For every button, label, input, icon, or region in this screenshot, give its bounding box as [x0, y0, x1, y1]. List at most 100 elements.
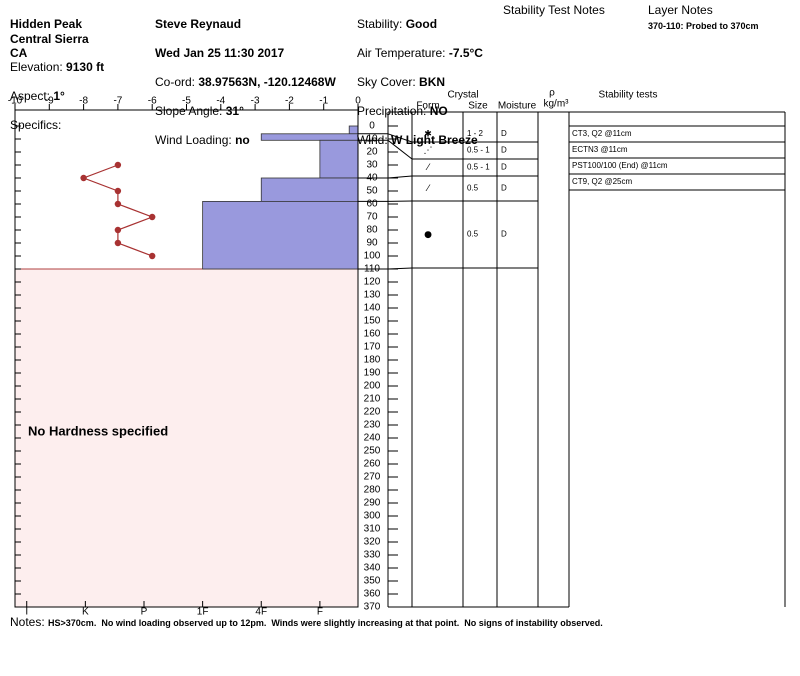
depth-label: 60 [366, 199, 378, 210]
stability-test: PST100/100 (End) @11cm [572, 161, 668, 170]
temperature-point [114, 187, 122, 195]
value: BKN [419, 75, 446, 90]
observer: Steve Reynaud [155, 17, 242, 32]
depth-label: 300 [364, 511, 381, 522]
temperature-point [114, 200, 122, 208]
label: Elevation: [10, 60, 63, 75]
depth-label: 140 [364, 303, 381, 314]
x-tick-label: -3 [251, 96, 260, 107]
depth-label: 350 [364, 576, 381, 587]
hardness-label: F [317, 607, 323, 618]
x-tick-label: -8 [79, 96, 88, 107]
depth-label: 90 [366, 238, 378, 249]
temperature-point [80, 174, 87, 182]
depth-label: 160 [364, 329, 381, 340]
grain-size: 0.5 - 1 [467, 146, 490, 155]
x-tick-label: -2 [285, 96, 294, 107]
stability-test-notes: Stability Test Notes [503, 3, 605, 17]
label: Stability: [357, 17, 403, 32]
layer-connector [387, 175, 413, 179]
range: Central Sierra [10, 31, 89, 46]
moisture-header: Moisture [498, 101, 537, 112]
depth-label: 170 [364, 342, 381, 353]
state: CA [10, 46, 28, 61]
value: no [235, 132, 250, 147]
temperature-point [114, 226, 122, 234]
temperature-point [114, 161, 122, 169]
depth-label: 240 [364, 433, 381, 444]
value: 31° [225, 103, 244, 118]
label: Slope Angle: [155, 103, 223, 118]
aspect: Aspect: 1° [10, 89, 104, 103]
x-tick-label: -5 [182, 96, 191, 107]
hardness-label: P [141, 607, 148, 618]
grain-form: ⁄ [425, 184, 431, 194]
stability-test: ECTN3 @11cm [572, 145, 628, 154]
precipitation: Precipitation: NO [357, 104, 483, 118]
wind-loading: Wind Loading: no [155, 133, 336, 147]
air-temperature: Air Temperature: -7.5°C [357, 46, 483, 60]
crystal-header: Crystal [447, 90, 478, 101]
depth-label: 80 [366, 225, 378, 236]
depth-label: 360 [364, 589, 381, 600]
temperature-point [149, 213, 156, 221]
specifics: Specifics: [10, 118, 62, 133]
depth-label: 310 [364, 524, 381, 535]
size-header: Size [468, 101, 488, 112]
x-tick-label: -4 [216, 96, 225, 107]
depth-label: 340 [364, 563, 381, 574]
layer-connector [387, 267, 413, 270]
location: Hidden Peak Central Sierra CA [10, 3, 89, 61]
depth-label: 200 [364, 381, 381, 392]
grain-form: ✱ [424, 130, 432, 140]
depth-label: 190 [364, 368, 381, 379]
stability: Stability: Good [357, 17, 483, 31]
label: Wind: [357, 132, 388, 147]
moisture: D [501, 146, 507, 155]
stability-test: CT9, Q2 @25cm [572, 177, 632, 186]
value: 38.97563N, -120.12468W [198, 75, 336, 90]
depth-label: 150 [364, 316, 381, 327]
peak: Hidden Peak [10, 17, 83, 32]
layer-connector [387, 133, 413, 143]
grain-form: ● [424, 230, 432, 240]
depth-label: 260 [364, 459, 381, 470]
depth-label: 250 [364, 446, 381, 457]
moisture: D [501, 230, 507, 239]
x-tick-label: -7 [113, 96, 122, 107]
hardness-bar [260, 177, 359, 202]
depth-label: 120 [364, 277, 381, 288]
depth-label: 70 [366, 212, 378, 223]
depth-label: 370 [364, 602, 381, 613]
depth-label: 100 [364, 251, 381, 262]
depth-label: 290 [364, 498, 381, 509]
value: -7.5°C [448, 46, 483, 61]
hardness-bar [202, 200, 359, 270]
no-hardness-label: No Hardness specified [28, 423, 168, 438]
depth-label: 280 [364, 485, 381, 496]
layer-connector [387, 139, 413, 160]
hardness-label: I [25, 607, 28, 618]
grain-size: 0.5 [467, 184, 479, 193]
depth-label: 30 [366, 160, 378, 171]
notes-label: Notes: [10, 615, 45, 629]
layer-notes-text: 370-110: Probed to 370cm [648, 21, 759, 31]
value: 9130 ft [66, 60, 105, 75]
depth-label: 210 [364, 394, 381, 405]
moisture: D [501, 184, 507, 193]
hardness-label: K [82, 607, 89, 618]
form-header: Form [416, 101, 439, 112]
depth-label: 0 [369, 121, 375, 132]
label: Precipitation: [357, 103, 427, 118]
grain-size: 0.5 [467, 230, 479, 239]
label: Air Temperature: [357, 46, 446, 61]
x-tick-label: -1 [319, 96, 328, 107]
value: 1° [53, 89, 65, 104]
rho-header: ρ [549, 88, 555, 99]
temperature-point [149, 252, 156, 260]
notes-text: HS>370cm. No wind loading observed up to… [48, 618, 603, 628]
value: Good [405, 17, 438, 32]
layer-notes-title: Layer Notes [648, 3, 713, 17]
depth-label: 10 [366, 134, 378, 145]
hardness-label: 1F [197, 607, 209, 618]
